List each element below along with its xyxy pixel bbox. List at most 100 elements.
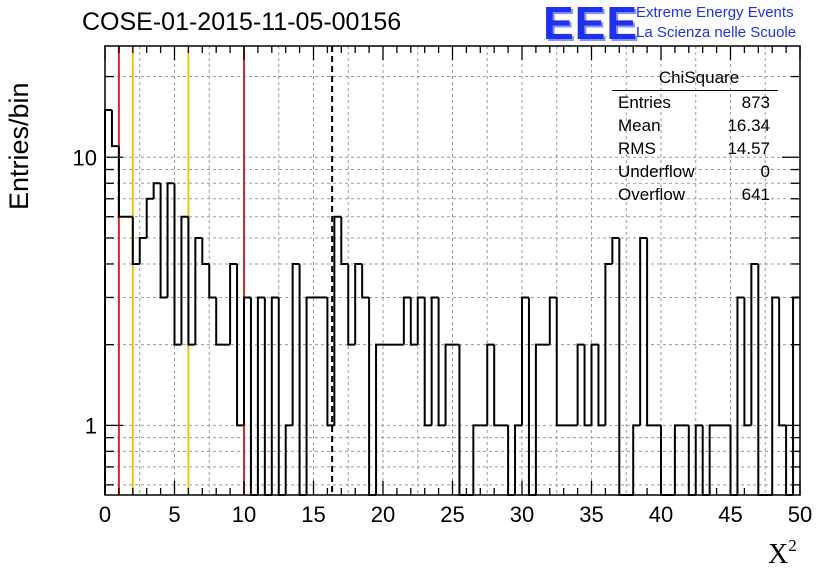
histogram-bin (416, 296, 425, 345)
stats-value: 14.57 (727, 139, 770, 158)
x-axis-label-symbol: X (768, 539, 789, 570)
histogram-bin (486, 343, 495, 426)
histogram-bin (646, 237, 655, 427)
histogram-bin (430, 296, 439, 426)
x-tick-label: 30 (510, 502, 534, 527)
x-tick-label: 5 (168, 502, 180, 527)
histogram-bin (771, 296, 780, 495)
histogram-bin (708, 424, 717, 495)
stats-divider (612, 90, 778, 91)
stats-label: Underflow (618, 162, 695, 181)
histogram-bin (402, 296, 411, 345)
histogram-bin (583, 344, 592, 427)
y-tick-label: 10 (73, 145, 97, 170)
histogram-bin (423, 297, 432, 427)
x-tick-label: 35 (579, 502, 603, 527)
histogram-bin (117, 146, 126, 218)
histogram-bin (215, 297, 224, 346)
logo-line-2: La Scienza nelle Scuole (636, 24, 797, 41)
stats-value: 641 (741, 185, 770, 204)
histogram-bin (555, 297, 564, 427)
histogram-bin (173, 183, 182, 346)
histogram-bin (611, 236, 620, 264)
logo-line-1: Extreme Energy Events (636, 4, 794, 21)
histogram-bin (263, 297, 272, 496)
histogram-bin (284, 424, 293, 495)
histogram-bin (354, 262, 363, 345)
histogram-bin (305, 296, 314, 495)
histogram-bin (249, 297, 258, 496)
histogram-bin (493, 344, 502, 427)
x-tick-label: 10 (232, 502, 256, 527)
histogram-bin (521, 296, 529, 426)
x-tick-label: 45 (718, 502, 742, 527)
stats-row: Entries 873 (610, 91, 778, 114)
stats-label: Mean (618, 116, 661, 135)
x-axis-label-superscript: 2 (788, 536, 797, 555)
histogram-bin (444, 343, 453, 426)
histogram-bin (326, 297, 335, 427)
eee-logo: EEE (543, 0, 639, 49)
histogram-bin (229, 262, 238, 345)
histogram-bin (757, 263, 766, 496)
histogram-bin (743, 297, 752, 427)
stats-title: ChiSquare (658, 68, 740, 87)
histogram-bin (298, 263, 307, 496)
histogram-bin (375, 343, 383, 495)
histogram-bin (597, 344, 606, 427)
histogram-bin (138, 236, 147, 264)
stats-row: Mean 16.34 (610, 114, 778, 137)
stats-label: Entries (618, 93, 671, 112)
histogram-bin (750, 262, 759, 426)
histogram-bin (694, 424, 703, 495)
histogram-bin (673, 424, 682, 495)
x-tick-label: 20 (371, 502, 395, 527)
histogram-bin (576, 343, 585, 426)
histogram-bin (291, 262, 300, 426)
histogram-bin (590, 343, 599, 426)
histogram-bin (618, 237, 627, 496)
x-tick-label: 40 (649, 502, 673, 527)
histogram-bin (277, 297, 286, 496)
histogram-bin (340, 216, 349, 265)
stats-value: 873 (741, 93, 770, 112)
histogram-bin (736, 296, 745, 495)
histogram-bin (166, 182, 175, 298)
histogram-bin (361, 263, 370, 299)
x-axis-label: X2 (768, 536, 797, 571)
histogram-bin (534, 343, 543, 495)
stats-label: RMS (618, 139, 656, 158)
histogram-bin (270, 296, 279, 495)
x-tick-label: 15 (301, 502, 325, 527)
histogram-bin (409, 297, 418, 346)
histogram-bin (604, 262, 613, 426)
histogram-bin (514, 424, 522, 495)
eee-logo-text: Extreme Energy Events La Scienza nelle S… (636, 3, 796, 43)
chart-title: COSE-01-2015-11-05-00156 (82, 8, 402, 36)
x-tick-label: 25 (440, 502, 464, 527)
x-tick-label: 50 (788, 502, 812, 527)
histogram-bin (236, 263, 244, 427)
y-axis-label: Entries/bin (4, 82, 34, 210)
histogram-bin (159, 183, 168, 299)
histogram-bin (527, 297, 536, 496)
stats-box: ChiSquare Entries 873 Mean 16.34 RMS 14.57 … (610, 68, 778, 206)
histogram-bin (333, 215, 342, 426)
histogram-bin (152, 182, 161, 199)
histogram-bin (632, 424, 641, 495)
stats-row: Overflow 641 (610, 183, 778, 206)
stats-row: RMS 14.57 (610, 137, 778, 160)
histogram-bin (437, 297, 446, 427)
stats-row: Underflow 0 (610, 160, 778, 183)
histogram-bin (187, 216, 196, 346)
histogram-bin (201, 237, 210, 265)
histogram-bin (792, 296, 800, 495)
histogram-bin (458, 344, 467, 496)
histogram-bin (110, 110, 119, 148)
histogram-bin (256, 296, 265, 495)
histogram-bin (145, 197, 154, 238)
histogram-bin (243, 296, 251, 426)
y-tick-label: 1 (85, 413, 97, 438)
histogram-bin (368, 297, 377, 496)
